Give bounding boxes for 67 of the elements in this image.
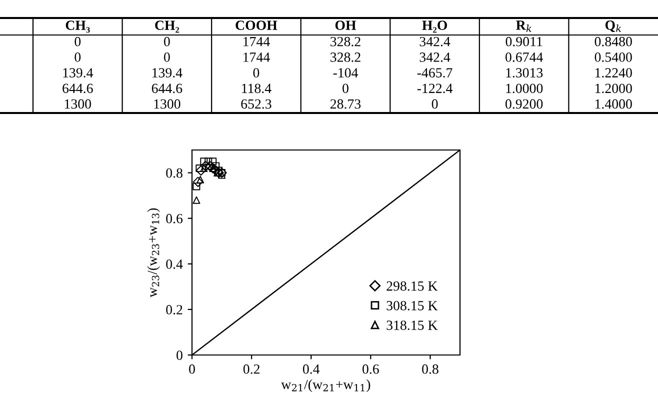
text: 139.4: [152, 68, 182, 78]
x-tick-label: 0.6: [362, 364, 379, 374]
category-label: Q$_{k}$: [605, 20, 622, 32]
text: -104: [333, 68, 358, 78]
x-tick-label: 0: [189, 364, 195, 374]
text: 1.2000: [595, 84, 632, 94]
x-axis-title: w$_{21}$/(w$_{21}$+w$_{11}$): [281, 379, 370, 392]
text: 1300: [64, 99, 91, 109]
text: 1744: [244, 52, 270, 62]
y-tick-label: 0: [176, 350, 182, 360]
category-label: COOH: [236, 20, 278, 30]
category-label: CH₂: [155, 20, 180, 33]
text: -122.4: [417, 84, 453, 94]
text: 0: [74, 52, 81, 62]
point: [212, 162, 220, 170]
legend-label: 308.15 K: [386, 300, 438, 310]
x-tick-label: 0.4: [302, 364, 320, 374]
category-label: OH: [335, 20, 356, 30]
legend-label: 318.15 K: [386, 320, 438, 330]
x-tick-label: 0.8: [422, 364, 438, 374]
point: [196, 164, 204, 172]
text: 328.2: [330, 36, 360, 46]
y-tick-label: 0.8: [166, 168, 182, 178]
text: 0.5400: [594, 52, 632, 62]
text: 1.3013: [506, 68, 543, 78]
point: [192, 176, 204, 187]
text: 0: [253, 68, 260, 78]
point: [192, 182, 200, 190]
text: 644.6: [152, 84, 182, 94]
category-label: R$_{k}$: [516, 20, 532, 32]
text: 0: [432, 99, 438, 109]
text: 28.73: [330, 99, 361, 109]
text: 0: [342, 84, 348, 94]
text: 0.6744: [506, 52, 543, 62]
text: 652.3: [241, 99, 272, 109]
category-label: H₂O: [422, 20, 447, 33]
text: 1.2240: [595, 68, 632, 78]
text: 328.2: [330, 52, 360, 62]
text: 1744: [244, 36, 270, 46]
text: 139.4: [63, 68, 94, 78]
text: 1300: [154, 99, 180, 109]
point: [200, 160, 210, 172]
text: -465.7: [417, 68, 452, 78]
point: [209, 158, 217, 166]
y-axis-title: w$_{23}$/(w$_{23}$+w$_{13}$): [147, 208, 160, 298]
text: 0.9200: [506, 99, 543, 109]
point: [200, 158, 208, 166]
text: 0: [74, 36, 81, 46]
y-tick-label: 0.6: [166, 214, 183, 224]
text: 342.4: [420, 36, 450, 46]
x-tick-label: 0.2: [243, 364, 260, 374]
y-tick-label: 0.4: [166, 259, 183, 269]
point: [196, 176, 204, 184]
text: 118.4: [242, 84, 272, 94]
point: [192, 196, 200, 204]
text: 1.0000: [506, 84, 543, 94]
y-tick-label: 0.2: [166, 305, 182, 314]
point: [218, 171, 226, 179]
text: 644.6: [62, 84, 93, 94]
point: [196, 165, 206, 176]
text: 0.8480: [594, 36, 632, 46]
category-label: CH₃: [66, 20, 90, 33]
text: 342.4: [420, 52, 450, 62]
legend-label: 298.15 K: [386, 281, 438, 291]
text: 0.9011: [506, 36, 542, 46]
text: 1.4000: [595, 99, 632, 109]
point: [204, 158, 212, 166]
